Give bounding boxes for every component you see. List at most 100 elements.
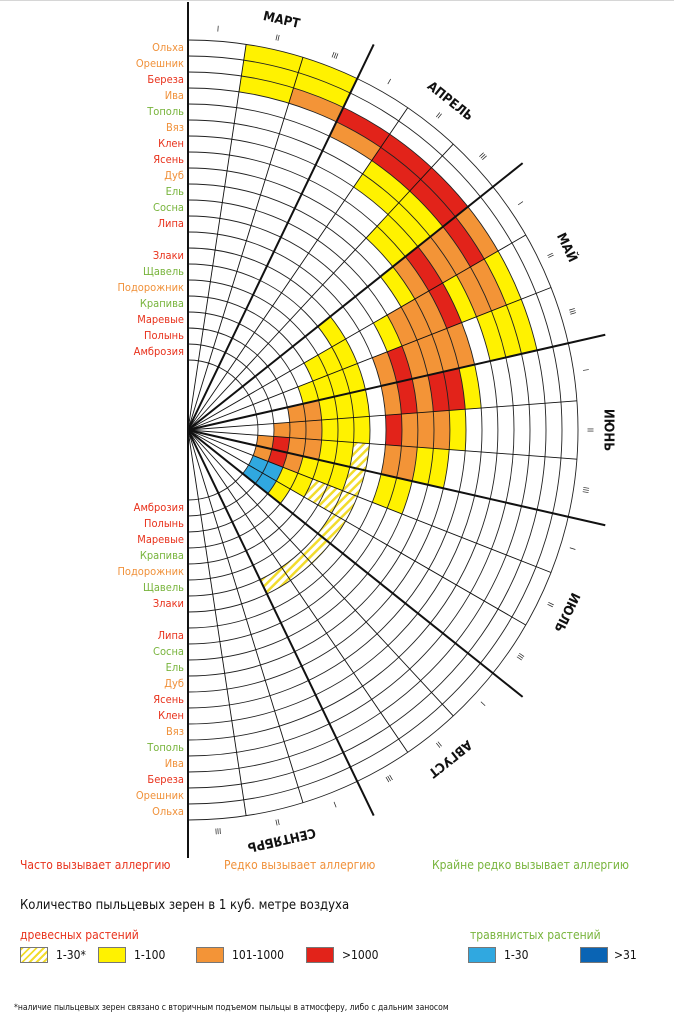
ring-arc (187, 311, 307, 549)
plant-label: Сосна (153, 201, 184, 214)
pollen-cell-tree (449, 409, 466, 451)
chart-grid (187, 2, 606, 858)
decade-divider (187, 429, 454, 717)
ring-arc (187, 359, 259, 501)
pollen-cell-herb (287, 403, 306, 423)
pollen-cell-herb (318, 440, 338, 464)
pollen-cell-herb (287, 437, 306, 457)
pollen-cell-herb (317, 347, 343, 376)
month-divider (187, 429, 606, 527)
swatch-101-1000 (196, 947, 224, 963)
pollen-cell-tree (387, 477, 413, 515)
pollen-cell-herb (334, 441, 354, 467)
swatch-over-1000 (306, 947, 334, 963)
chart-labels: IIIIIIIIIIIIIIIIIIIIIIIIIIIIIIIIIIIIIIII… (117, 9, 615, 854)
ring-arc (187, 263, 355, 597)
pollen-cell-tree (293, 72, 351, 108)
decade-label: III (384, 773, 394, 784)
pollen-cell-tree (412, 447, 434, 485)
pollen-cell-tree (456, 267, 492, 317)
pollen-cell-tree (396, 445, 418, 482)
pollen-cell-tree (401, 299, 432, 341)
ring-arc (187, 231, 387, 629)
pollen-cell-herb (317, 513, 346, 544)
decade-label: I (479, 700, 487, 708)
swatch-herb-1-30 (468, 947, 496, 963)
month-label: АПРЕЛЬ (424, 79, 476, 124)
pollen-cell-herb (276, 467, 298, 489)
pollen-cell-herb (282, 452, 304, 474)
pollen-cell-herb (268, 449, 288, 468)
decade-divider (187, 429, 526, 626)
plant-label: Липа (158, 629, 184, 642)
pollen-cell-tree (431, 328, 460, 372)
decade-label: I (386, 77, 392, 86)
pollen-cell-tree (484, 251, 522, 306)
month-label: МАРТ (262, 9, 302, 32)
decade-label: II (586, 428, 595, 432)
plant-label: Ольха (152, 41, 184, 54)
pollen-cell-tree (336, 107, 390, 148)
pollen-cell-tree (380, 266, 415, 307)
legend-item-label: 1-30 (504, 948, 529, 962)
ring-arc (187, 279, 339, 581)
pollen-cell-tree (409, 179, 456, 227)
decade-label: II (545, 601, 555, 609)
decade-label: III (567, 307, 577, 316)
legend-item-label: >31 (614, 948, 637, 962)
plant-label: Маревые (137, 533, 184, 546)
pollen-cell-tree (377, 214, 418, 257)
plant-label: Сосна (153, 645, 184, 658)
plant-label: Ива (165, 757, 184, 770)
pollen-cell-tree (366, 226, 406, 267)
pollen-cell-herb (281, 551, 312, 581)
ring-arc (187, 247, 371, 613)
plant-label: Маревые (137, 313, 184, 326)
ring-arc (187, 343, 275, 517)
decade-divider (187, 400, 577, 431)
pollen-cell-herb (337, 417, 354, 443)
plant-label: Береза (147, 773, 184, 786)
ring-arc (187, 327, 291, 533)
pollen-cell-herb (312, 459, 335, 485)
ring-arc (187, 167, 451, 693)
legend-rare: Редко вызывает аллергию (224, 858, 376, 872)
legend-herb-title: травянистых растений (470, 928, 601, 942)
pollen-cell-tree (417, 236, 457, 283)
legend-title: Количество пыльцевых зерен в 1 куб. метр… (20, 898, 350, 913)
pollen-cell-herb (331, 339, 358, 370)
pollen-cell-tree (416, 334, 444, 376)
pollen-cell-herb (349, 442, 370, 471)
plant-label: Клен (158, 137, 184, 150)
pollen-cell-tree (412, 375, 434, 413)
plant-label: Злаки (153, 249, 184, 262)
plant-label: Крапива (140, 549, 184, 562)
pollen-cell-tree (398, 191, 443, 237)
plant-label: Дуб (164, 169, 184, 182)
decade-divider (187, 429, 409, 753)
pollen-cell-tree (455, 206, 499, 259)
plant-label: Полынь (144, 329, 184, 342)
plant-label: Амброзия (134, 501, 184, 514)
pollen-cell-tree (443, 368, 466, 411)
decade-divider (187, 287, 552, 431)
pollen-cell-tree (243, 44, 303, 73)
decade-label: III (330, 50, 339, 61)
decade-label: III (215, 826, 222, 835)
decade-divider (187, 429, 577, 460)
pollen-cell-tree (372, 474, 397, 509)
ring-arc (187, 87, 531, 773)
decade-label: I (516, 200, 525, 207)
month-divider (187, 43, 375, 431)
plant-label: Щавель (143, 265, 184, 278)
decade-label: I (581, 368, 590, 371)
pollen-cell-tree (414, 291, 447, 335)
legend-very-rare: Крайне редко вызывает аллергию (432, 858, 629, 872)
pollen-cell-herb (317, 484, 343, 513)
pollen-cell-tree (381, 382, 402, 416)
plant-label: Ель (166, 661, 185, 674)
pollen-cell-herb (331, 490, 358, 521)
decade-divider (187, 234, 526, 431)
ring-arc (187, 55, 563, 805)
pollen-cell-tree (420, 167, 468, 217)
